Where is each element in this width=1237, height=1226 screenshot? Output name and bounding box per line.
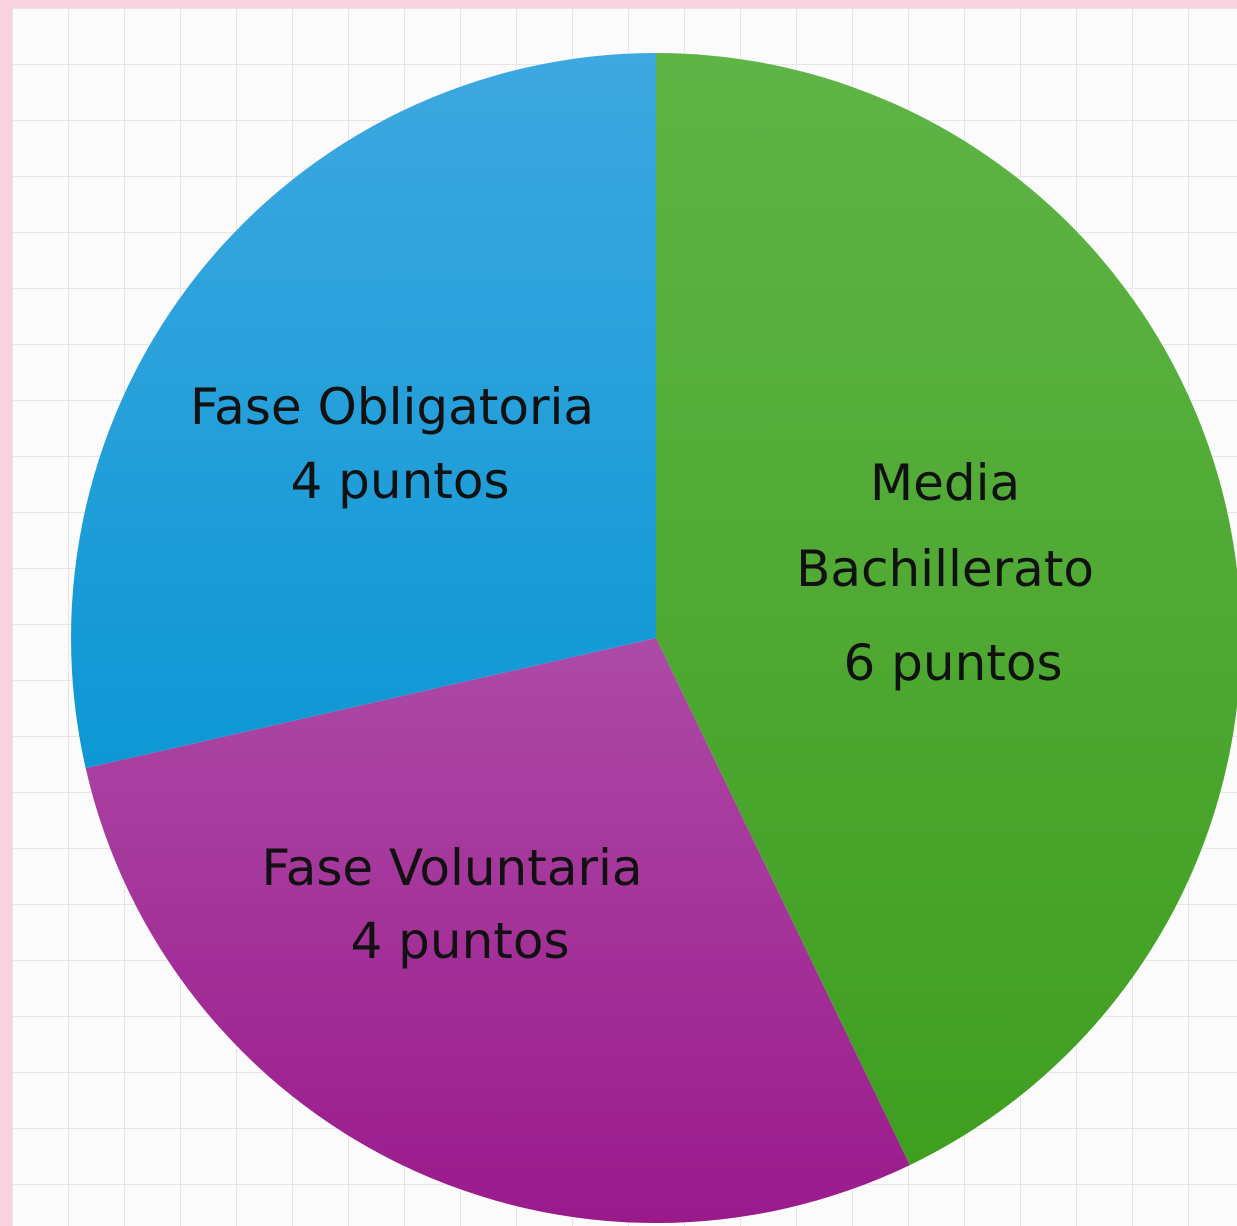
- slice-label-line: Bachillerato: [796, 540, 1094, 598]
- slice-label-line: 4 puntos: [290, 452, 509, 510]
- slice-label-voluntaria: Fase Voluntaria 4 puntos: [262, 839, 659, 970]
- slice-label-media: Media Bachillerato 6 puntos: [796, 454, 1110, 692]
- slice-label-line: Media: [870, 454, 1020, 512]
- pie-slice-voluntaria: [85, 638, 910, 1224]
- slice-label-line: 6 puntos: [843, 634, 1062, 692]
- slice-label-line: 4 puntos: [350, 912, 569, 970]
- slice-label-line: Fase Voluntaria: [262, 839, 643, 897]
- slice-label-line: Fase Obligatoria: [190, 378, 594, 436]
- pie-slice-obligatoria: [71, 53, 657, 769]
- pie-slice-media: [656, 53, 1237, 1166]
- slice-label-obligatoria: Fase Obligatoria 4 puntos: [190, 378, 610, 510]
